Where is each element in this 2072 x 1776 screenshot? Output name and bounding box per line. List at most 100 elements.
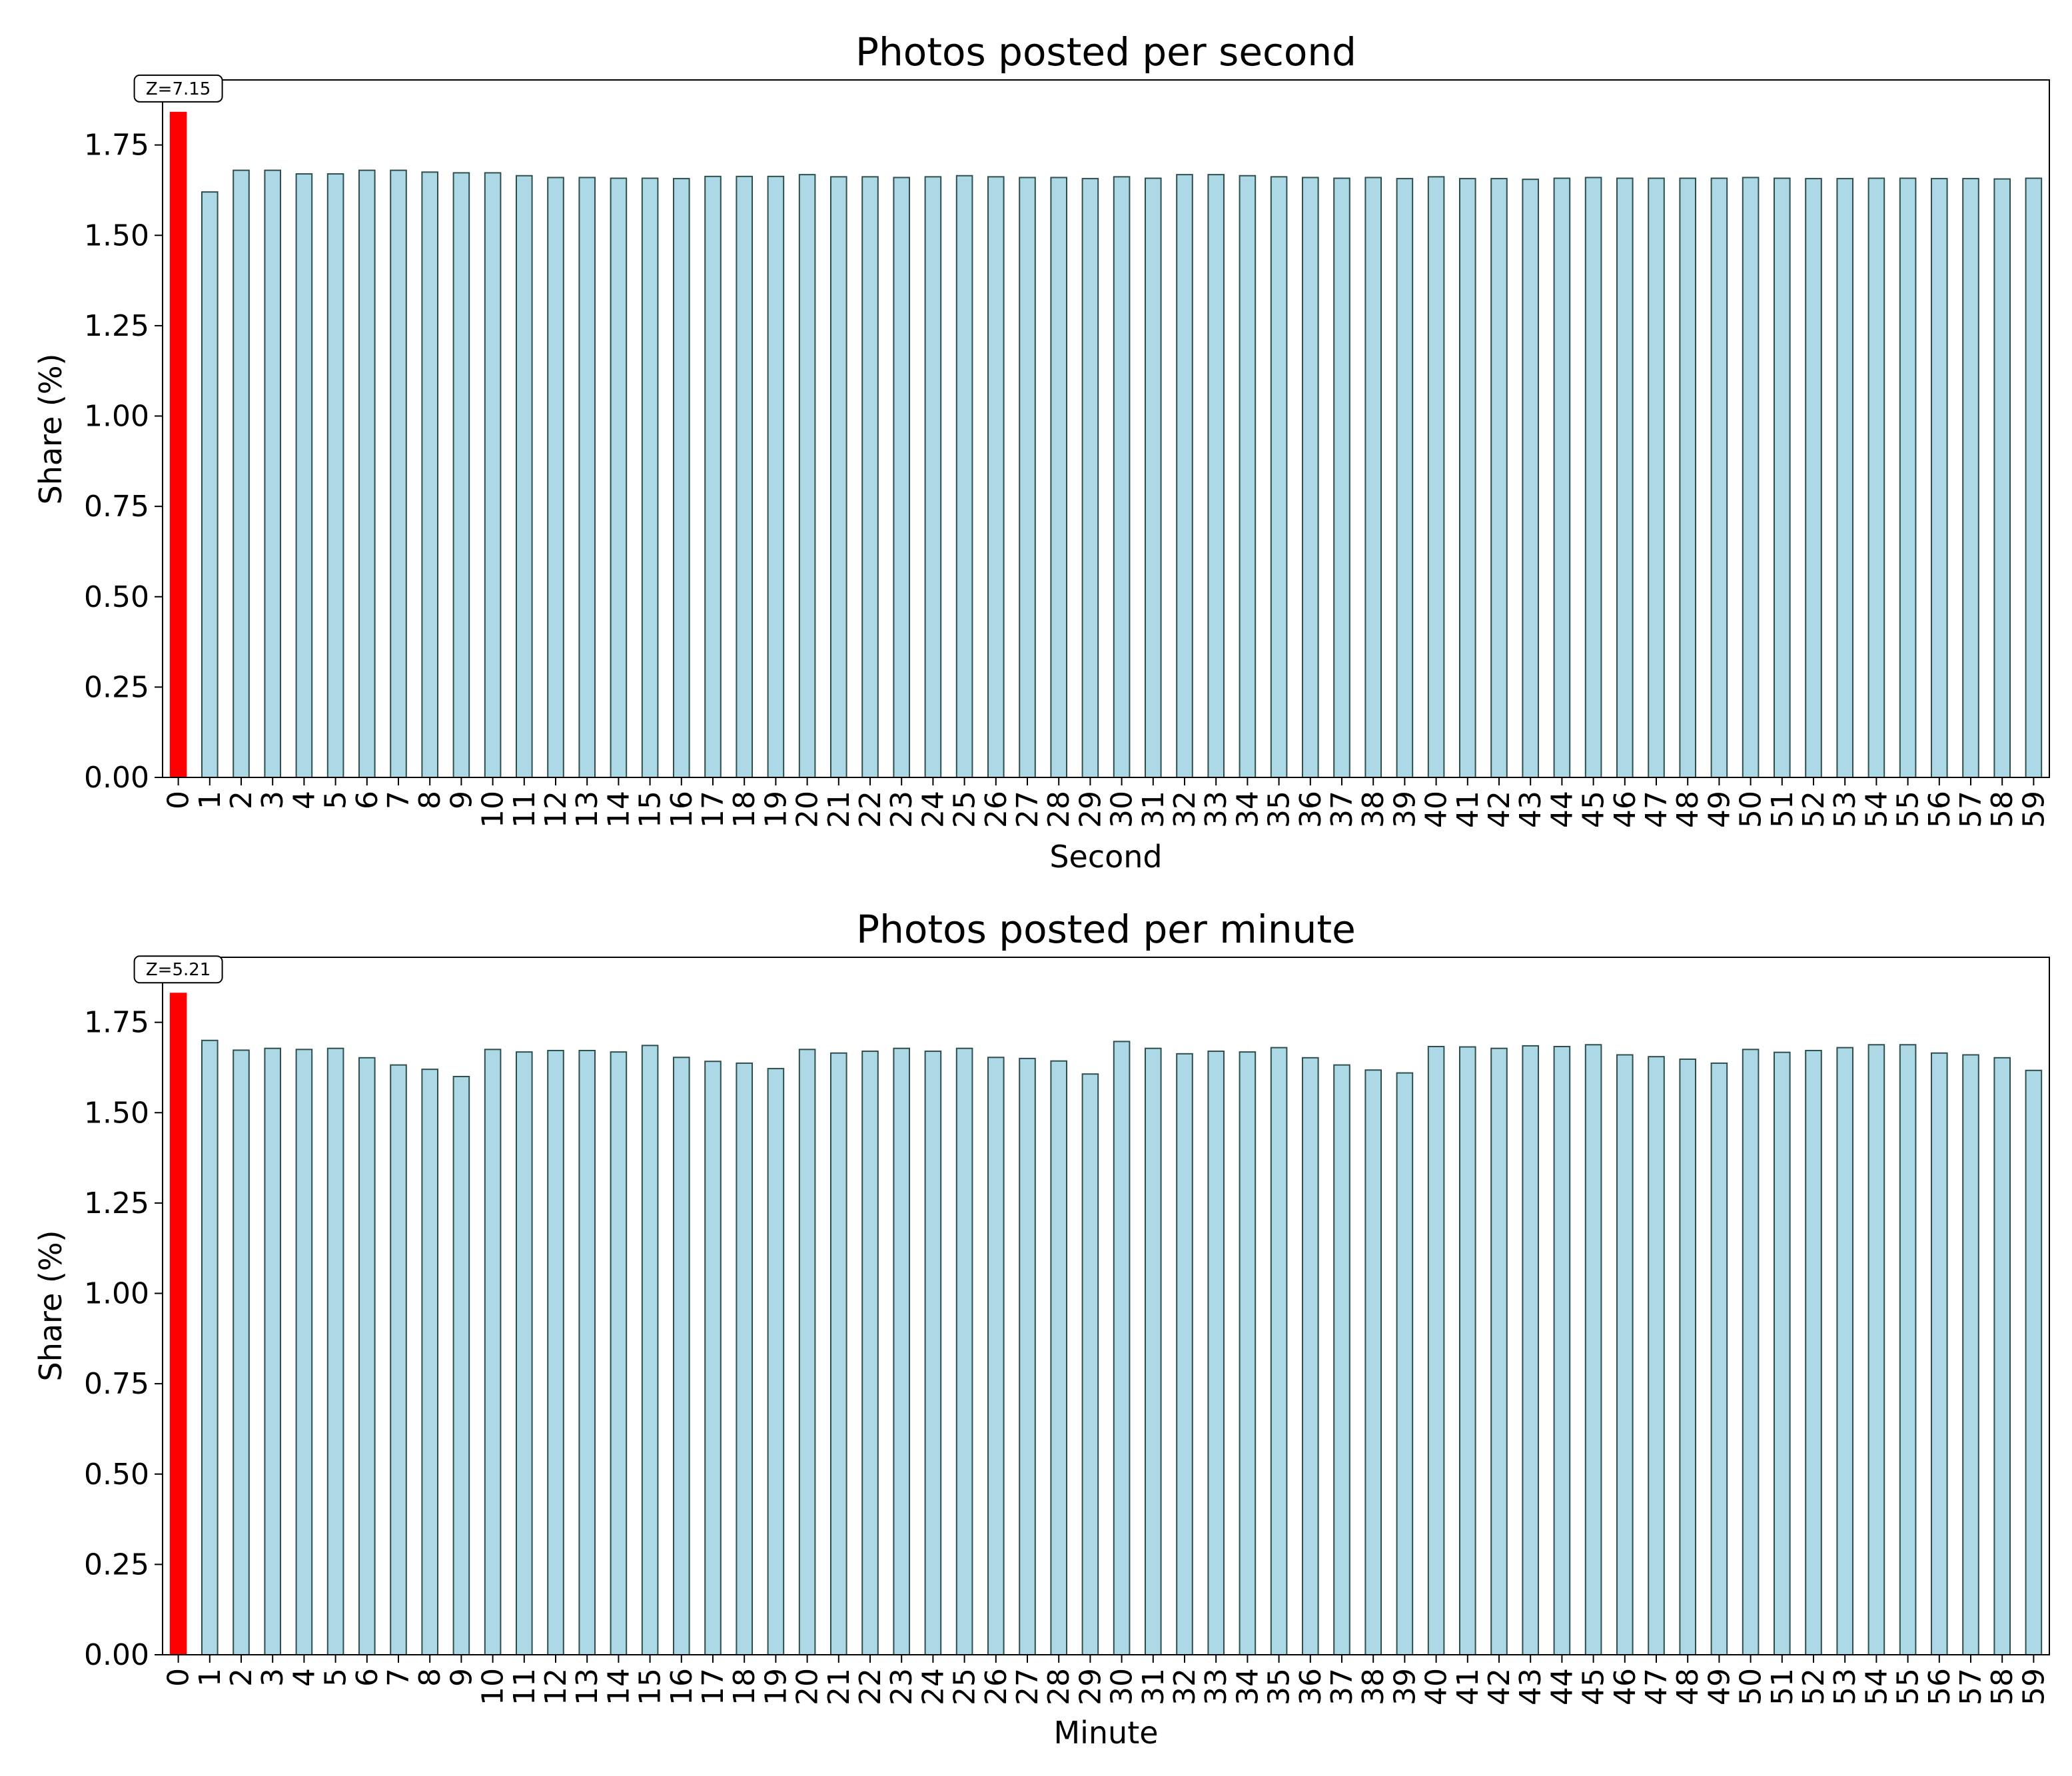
x-tick-label: 28: [1042, 1668, 1076, 1705]
x-tick-label: 41: [1451, 1668, 1485, 1705]
bar: [704, 175, 722, 778]
bar: [201, 1039, 219, 1655]
x-tick-label: 37: [1325, 791, 1359, 828]
x-axis-label: Second: [1049, 839, 1162, 875]
x-tick-label: 14: [602, 791, 636, 828]
bar: [1113, 176, 1131, 778]
bar: [1019, 1057, 1036, 1655]
bar: [673, 1057, 690, 1655]
x-tick-label: 57: [1954, 1668, 1988, 1705]
x-tick-label: 12: [539, 1668, 573, 1705]
x-tick-label: 4: [287, 791, 321, 809]
x-tick-label: 2: [225, 791, 259, 809]
x-tick-label: 40: [1420, 791, 1454, 828]
x-tick-label: 56: [1923, 1668, 1957, 1705]
bar: [516, 1051, 533, 1655]
x-tick-label: 17: [696, 1668, 730, 1705]
x-tick-label: 39: [1388, 791, 1422, 828]
x-tick-label: 1: [193, 791, 227, 809]
plot-area: 0.000.250.500.751.001.251.501.7501234567…: [84, 955, 2051, 1705]
bar: [1081, 1073, 1099, 1655]
bar: [547, 177, 564, 778]
x-tick-label: 35: [1263, 791, 1296, 828]
bar: [484, 1049, 502, 1656]
bar: [673, 178, 690, 779]
x-tick-label: 2: [225, 1668, 259, 1687]
bar: [1867, 177, 1885, 779]
x-tick-label: 43: [1514, 791, 1548, 828]
x-tick-label: 6: [350, 1668, 384, 1687]
bar: [1050, 1060, 1068, 1655]
x-tick-label: 48: [1671, 791, 1705, 828]
y-axis-label: Share (%): [33, 354, 69, 505]
axes-frame: [162, 957, 2050, 1655]
x-tick-label: 50: [1734, 1668, 1768, 1705]
bar: [326, 173, 344, 778]
x-tick-label: 44: [1545, 1668, 1579, 1705]
x-tick-label: 31: [1137, 1668, 1171, 1705]
x-tick-label: 5: [319, 1668, 353, 1687]
bar: [1993, 178, 2011, 778]
bar: [578, 1049, 596, 1655]
y-tick-label: 0.25: [84, 1548, 149, 1581]
y-tick-label: 0.00: [84, 1638, 149, 1672]
bar: [1364, 1069, 1382, 1655]
bar: [1176, 1053, 1193, 1655]
x-tick-label: 46: [1608, 791, 1642, 828]
x-tick-label: 0: [162, 791, 196, 809]
x-tick-label: 53: [1828, 791, 1862, 828]
bar: [1962, 178, 1979, 779]
bar: [1239, 1051, 1257, 1655]
x-tick-label: 29: [1073, 791, 1107, 828]
x-tick-label: 55: [1891, 791, 1925, 828]
x-tick-label: 27: [1011, 791, 1045, 828]
x-tick-label: 54: [1859, 791, 1893, 828]
x-tick-label: 13: [570, 791, 604, 828]
bar: [1270, 176, 1288, 778]
x-tick-label: 52: [1797, 1668, 1831, 1705]
bar: [1145, 1047, 1162, 1656]
y-tick-label: 1.50: [84, 1096, 149, 1130]
bar: [1333, 1064, 1350, 1655]
x-tick-label: 50: [1734, 791, 1768, 828]
x-tick-label: 21: [822, 1668, 856, 1705]
y-tick-label: 1.50: [84, 219, 149, 252]
bar: [1427, 176, 1445, 778]
x-tick-label: 27: [1011, 1668, 1045, 1705]
y-tick-label: 0.00: [84, 761, 149, 795]
bar: [1396, 1072, 1414, 1655]
annotation-box: [133, 74, 223, 103]
bar: [1490, 1047, 1508, 1656]
x-tick-label: 43: [1514, 1668, 1548, 1705]
x-tick-label: 18: [728, 1668, 762, 1705]
bar: [1836, 178, 1853, 779]
bar: [1207, 1051, 1225, 1655]
bar: [578, 177, 596, 778]
x-tick-label: 10: [476, 791, 510, 828]
x-tick-label: 26: [979, 1668, 1013, 1705]
x-tick-label: 45: [1577, 791, 1611, 828]
x-tick-label: 33: [1199, 791, 1233, 828]
x-tick-label: 16: [665, 1668, 699, 1705]
bar: [704, 1061, 722, 1656]
x-tick-label: 18: [728, 791, 762, 828]
axes-frame: [162, 79, 2050, 778]
bar: [358, 169, 376, 778]
bar: [421, 171, 439, 779]
bar: [295, 173, 313, 778]
bar: [955, 1047, 973, 1656]
bar: [1679, 177, 1696, 779]
x-axis-label: Minute: [1053, 1715, 1158, 1751]
x-tick-label: 19: [759, 791, 793, 828]
chart-photos-per-second: Photos posted per second Share (%) Secon…: [33, 29, 2051, 875]
x-tick-label: 32: [1168, 791, 1202, 828]
bar: [1459, 178, 1476, 779]
bar: [326, 1047, 344, 1656]
bar: [1490, 178, 1508, 779]
bar: [736, 175, 754, 778]
x-tick-label: 15: [634, 791, 668, 828]
x-tick-label: 40: [1420, 1668, 1454, 1705]
bar: [736, 1062, 754, 1655]
x-tick-label: 58: [1985, 791, 2019, 828]
x-tick-label: 28: [1042, 791, 1076, 828]
